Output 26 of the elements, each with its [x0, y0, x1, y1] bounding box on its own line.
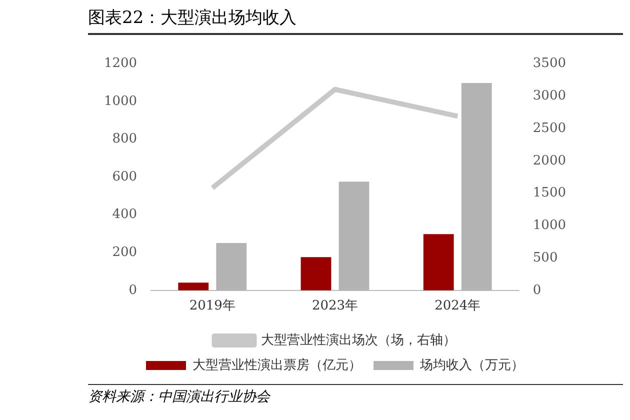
y2-tick-label: 500 — [532, 250, 558, 266]
legend-label: 大型营业性演出票房（亿元） — [192, 356, 362, 373]
y2-tick-label: 2500 — [532, 120, 566, 136]
bar — [300, 257, 332, 290]
y2-tick-label: 3000 — [532, 88, 566, 104]
y2-tick-label: 3500 — [532, 56, 566, 72]
y-tick-label: 0 — [128, 282, 138, 298]
legend-label: 大型营业性演出场次（场，右轴） — [260, 332, 456, 348]
bar — [178, 282, 209, 290]
x-tick-label: 2019年 — [189, 298, 236, 314]
chart-title: 图表22：大型演出场均收入 — [88, 6, 623, 35]
text: 资料来源：中国演出行业协会 — [88, 384, 623, 406]
y-tick-label: 1000 — [104, 94, 138, 109]
y-tick-label: 800 — [112, 132, 138, 147]
y2-tick-label: 0 — [532, 282, 542, 298]
y2-tick-label: 1000 — [532, 218, 566, 234]
y2-tick-label: 1500 — [532, 186, 566, 201]
legend-label: 场均收入（万元） — [419, 358, 524, 373]
y-tick-label: 1200 — [104, 56, 138, 72]
y2-tick-label: 2000 — [532, 153, 566, 168]
x-tick-label: 2023年 — [312, 298, 358, 314]
y-tick-label: 200 — [112, 245, 138, 260]
bar — [423, 234, 454, 290]
x-tick-label: 2024年 — [434, 298, 481, 314]
y-tick-label: 400 — [112, 207, 138, 222]
y-tick-label: 600 — [112, 169, 138, 184]
